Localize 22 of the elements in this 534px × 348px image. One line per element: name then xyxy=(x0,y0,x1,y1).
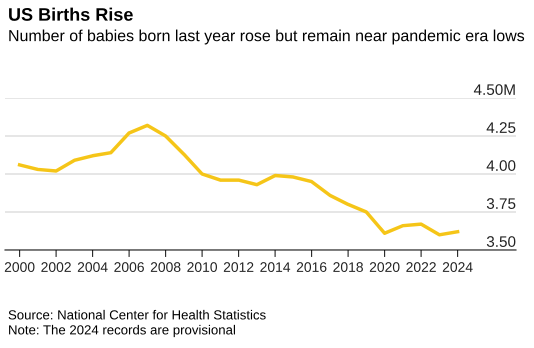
x-tick-label: 2006 xyxy=(114,262,144,272)
y-tick-label: 4.00 xyxy=(486,160,516,171)
x-tick-label: 2000 xyxy=(4,262,35,272)
y-tick-label: 4.50M xyxy=(474,84,515,95)
x-tick-label: 2002 xyxy=(41,262,71,272)
x-tick-label: 2016 xyxy=(296,262,326,272)
x-tick-label: 2022 xyxy=(406,262,436,272)
text: Note: The 2024 records are provisional xyxy=(9,324,235,338)
x-tick-label: 2020 xyxy=(370,262,400,272)
y-tick-label: 3.75 xyxy=(486,198,516,209)
x-tick-label: 2012 xyxy=(224,262,254,272)
y-tick-label: 4.25 xyxy=(486,122,516,133)
x-tick-label: 2024 xyxy=(442,262,473,272)
x-tick-label: 2004 xyxy=(78,262,108,272)
y-tick-label: 3.50 xyxy=(486,236,516,247)
chart-title: US Births Rise xyxy=(9,8,133,21)
chart-subtitle: Number of babies born last year rose but remain near pandemic era lows xyxy=(9,30,524,44)
x-tick-label: 2018 xyxy=(333,262,363,272)
source-note: Source: National Center for Health Statistics xyxy=(8,310,266,320)
x-tick-label: 2014 xyxy=(260,262,290,272)
x-tick-label: 2010 xyxy=(187,262,218,272)
x-tick-label: 2008 xyxy=(150,262,180,272)
